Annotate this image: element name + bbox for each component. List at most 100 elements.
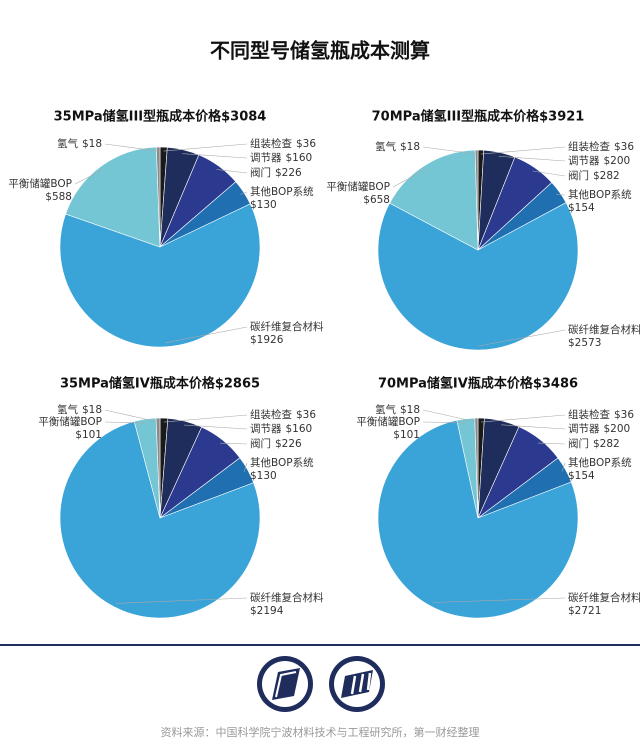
slice-value: $282 <box>593 438 620 450</box>
slice-label: 其他BOP系统 <box>568 188 632 201</box>
slice-label: 组装检查 $36 <box>568 408 634 421</box>
slice-label: 阀门 $282 <box>568 169 620 182</box>
slice-name: 组装检查 <box>250 408 292 421</box>
leader-line <box>392 168 428 188</box>
slice-label: 氢气 $18 <box>57 403 102 416</box>
slice-label: 其他BOP系统 <box>250 185 314 198</box>
logo <box>329 656 385 712</box>
slice-label: 组装检查 $36 <box>568 140 634 153</box>
slice-name: 调节器 <box>568 155 600 167</box>
slice-label: 碳纤维复合材料 <box>250 320 324 333</box>
slice-label: 调节器 $160 <box>250 423 312 435</box>
slice-value: $588 <box>45 191 72 203</box>
leader-line <box>165 326 248 344</box>
slice-label: 调节器 $200 <box>568 155 630 167</box>
slice-value: $1926 <box>250 334 284 346</box>
slice-value: $154 <box>568 202 595 214</box>
slice-label: 平衡储罐BOP <box>356 415 420 428</box>
chart-title: 35MPa储氢III型瓶成本价格$3084 <box>54 109 267 125</box>
slice-value: $226 <box>275 167 302 179</box>
leader-line <box>163 414 248 423</box>
slice-label: 氢气 $18 <box>57 137 102 150</box>
slice-label: 碳纤维复合材料 <box>568 323 640 336</box>
leader-line <box>561 462 566 472</box>
slice-value: $160 <box>286 423 313 435</box>
pie-slice <box>59 203 261 348</box>
pie-slice <box>474 417 479 519</box>
slice-name: 氢气 <box>57 403 78 416</box>
pie-slice <box>377 202 579 351</box>
leader-line <box>537 442 566 445</box>
leader-line <box>432 597 566 603</box>
slice-value: $101 <box>393 429 420 441</box>
slice-value: $658 <box>363 194 390 206</box>
slice-value: $160 <box>286 152 313 164</box>
slice-name: 阀门 <box>250 166 271 179</box>
slice-label: 调节器 $200 <box>568 423 630 435</box>
leader-line <box>422 146 477 155</box>
slice-value: $282 <box>593 170 620 182</box>
leader-line <box>104 421 146 424</box>
leader-line <box>478 329 566 347</box>
leader-line <box>104 409 159 423</box>
slice-name: 组装检查 <box>568 140 610 153</box>
slice-value: $2194 <box>250 605 284 617</box>
logo <box>257 656 313 712</box>
slice-label: 碳纤维复合材料 <box>568 591 640 604</box>
leader-line <box>216 169 248 174</box>
leader-line <box>480 146 566 155</box>
leader-line <box>501 424 566 430</box>
leader-line <box>184 424 248 430</box>
slice-name: 组装检查 <box>250 137 292 150</box>
slice-label: 其他BOP系统 <box>250 456 314 469</box>
slice-label: 平衡储罐BOP <box>8 177 72 190</box>
slice-name: 阀门 <box>250 437 271 450</box>
slice-value: $36 <box>614 409 634 421</box>
leader-line <box>74 169 104 185</box>
leader-line <box>240 191 248 195</box>
leader-line <box>422 421 467 424</box>
leader-line <box>182 153 248 159</box>
slice-label: 阀门 $226 <box>250 437 302 450</box>
slice-name: 阀门 <box>568 169 589 182</box>
leader-line <box>532 170 566 177</box>
leader-line <box>243 462 248 472</box>
slice-value: $101 <box>75 429 102 441</box>
slice-value: $200 <box>604 155 631 167</box>
pie-slice <box>389 149 479 251</box>
slice-value: $130 <box>250 470 277 482</box>
source-note: 资料来源：中国科学院宁波材料技术与工程研究所，第一财经整理 <box>161 725 480 739</box>
slice-value: $154 <box>568 470 595 482</box>
leader-line <box>104 143 159 152</box>
slice-label: 阀门 $226 <box>250 166 302 179</box>
leader-line <box>163 143 248 152</box>
leader-line <box>116 597 248 604</box>
chart-title: 35MPa储氢IV瓶成本价格$2865 <box>60 376 260 392</box>
slice-label: 氢气 $18 <box>375 403 420 416</box>
slice-name: 氢气 <box>57 137 78 150</box>
page-title: 不同型号储氢瓶成本测算 <box>210 39 430 63</box>
pie-slice <box>65 146 161 248</box>
leader-line <box>556 194 566 196</box>
pie-slice <box>474 149 479 251</box>
leader-line <box>220 442 248 445</box>
slice-name: 氢气 <box>375 140 396 153</box>
slice-label: 平衡储罐BOP <box>38 415 102 428</box>
slice-label: 调节器 $160 <box>250 152 312 164</box>
slice-label: 碳纤维复合材料 <box>250 591 324 604</box>
slice-value: $36 <box>296 138 316 150</box>
slice-label: 氢气 $18 <box>375 140 420 153</box>
slice-label: 阀门 $282 <box>568 437 620 450</box>
slice-label: 组装检查 $36 <box>250 408 316 421</box>
pie-slice <box>155 417 161 519</box>
chart-title: 70MPa储氢IV瓶成本价格$3486 <box>378 376 578 392</box>
slice-value: $226 <box>275 438 302 450</box>
pie-slice <box>156 146 161 248</box>
slice-name: 调节器 <box>568 423 600 435</box>
slice-name: 组装检查 <box>568 408 610 421</box>
slice-value: $2573 <box>568 337 601 349</box>
slice-label: 平衡储罐BOP <box>326 180 390 193</box>
slice-label: 组装检查 $36 <box>250 137 316 150</box>
